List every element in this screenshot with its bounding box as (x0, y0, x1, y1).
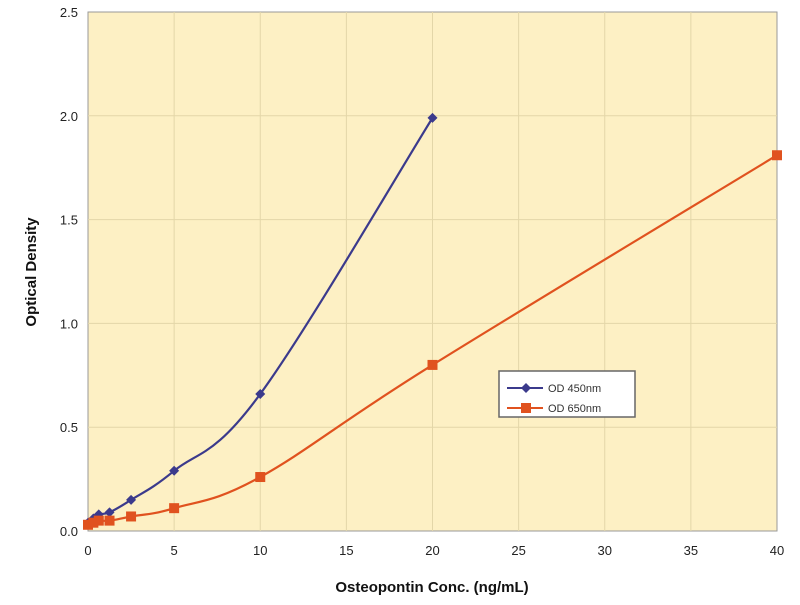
data-point-square (93, 515, 104, 526)
data-point-diamond (255, 388, 266, 399)
data-point-square (255, 472, 266, 483)
data-point-square (427, 359, 438, 370)
x-axis-label: Osteopontin Conc. (ng/mL) (335, 579, 528, 596)
x-tick-label: 25 (511, 543, 525, 558)
x-tick-label: 20 (425, 543, 439, 558)
y-tick-label: 0.5 (60, 420, 78, 435)
y-tick-label: 0.0 (60, 524, 78, 539)
legend: OD 450nm OD 650nm (498, 370, 636, 418)
x-tick-label: 30 (598, 543, 612, 558)
x-tick-label: 5 (171, 543, 178, 558)
data-point-diamond (427, 112, 438, 123)
x-tick-label: 35 (684, 543, 698, 558)
data-point-square (83, 519, 93, 530)
x-tick-label: 40 (770, 543, 784, 558)
data-point-square (169, 503, 180, 514)
data-point-square (104, 515, 115, 526)
y-tick-label: 2.5 (60, 5, 78, 20)
data-point-square (88, 517, 99, 528)
y-axis: 0.0 0.5 1.0 1.5 2.0 2.5 (60, 5, 78, 539)
x-tick-label: 0 (84, 543, 91, 558)
grid (88, 12, 777, 531)
data-point-diamond (104, 507, 115, 518)
x-tick-label: 15 (339, 543, 353, 558)
x-axis: 0 5 10 15 20 25 30 35 40 (84, 543, 784, 558)
y-tick-label: 1.5 (60, 213, 78, 228)
legend-label: OD 450nm (548, 383, 601, 395)
legend-marker-square (521, 403, 531, 413)
data-point-square (126, 511, 137, 522)
legend-label: OD 650nm (548, 403, 601, 415)
data-point-diamond (169, 465, 180, 476)
series-layer (83, 112, 782, 530)
y-tick-label: 2.0 (60, 109, 78, 124)
y-tick-label: 1.0 (60, 316, 78, 331)
data-point-diamond (126, 494, 137, 505)
legend-marker-diamond (521, 383, 531, 393)
data-point-square (772, 150, 782, 161)
x-tick-label: 10 (253, 543, 267, 558)
y-axis-label: Optical Density (23, 217, 40, 327)
